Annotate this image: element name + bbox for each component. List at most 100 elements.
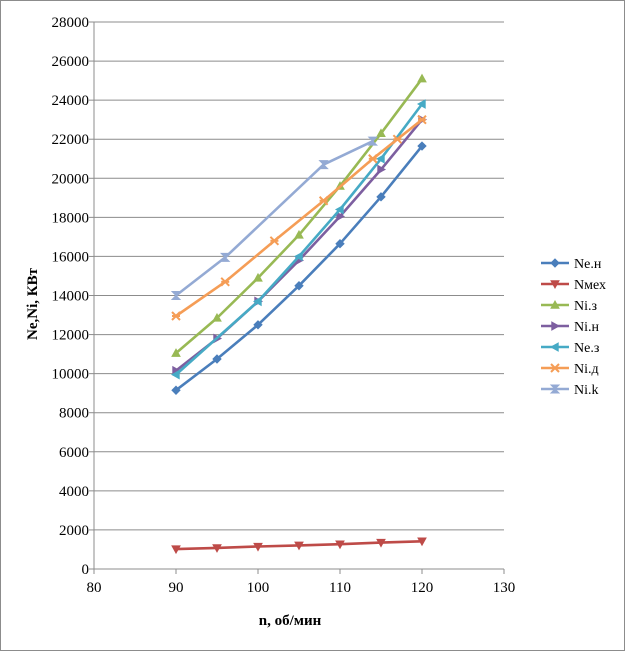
data-point bbox=[376, 538, 386, 548]
y-tick-label: 20000 bbox=[52, 171, 90, 187]
x-tick-label: 90 bbox=[169, 580, 184, 596]
data-point bbox=[220, 277, 230, 287]
legend-label: Ni.д bbox=[574, 362, 599, 377]
data-point bbox=[212, 312, 222, 322]
series-lines bbox=[170, 73, 428, 555]
data-point bbox=[170, 369, 180, 380]
legend-marker bbox=[550, 280, 560, 290]
y-tick-label: 6000 bbox=[59, 445, 89, 461]
legend-label: Ne.н bbox=[574, 257, 602, 272]
series-4 bbox=[172, 114, 428, 376]
gridlines bbox=[94, 21, 504, 531]
data-point bbox=[416, 99, 426, 109]
legend: Ne.н Nмех Ni.з Ni.н Ne.з Ni.д Ni.k bbox=[541, 257, 606, 398]
data-point bbox=[377, 164, 387, 175]
y-tick-label: 16000 bbox=[52, 249, 90, 265]
data-point bbox=[417, 141, 427, 151]
y-tick-label: 26000 bbox=[52, 54, 90, 70]
legend-item: Nмех bbox=[541, 278, 606, 293]
x-tick-label: 80 bbox=[87, 580, 102, 596]
y-tick-label: 28000 bbox=[52, 15, 90, 31]
data-point bbox=[219, 252, 231, 262]
y-tick-label: 12000 bbox=[52, 328, 90, 344]
series-1 bbox=[171, 141, 427, 395]
legend-item: Ne.н bbox=[541, 257, 602, 272]
y-tick-label: 22000 bbox=[52, 132, 90, 148]
x-axis-title: n, об/мин bbox=[259, 613, 322, 629]
series-line bbox=[174, 77, 424, 355]
x-tick-label: 130 bbox=[493, 580, 516, 596]
legend-label: Ni.н bbox=[574, 320, 600, 335]
y-tick-label: 18000 bbox=[52, 210, 90, 226]
data-point bbox=[294, 229, 304, 239]
data-point bbox=[392, 134, 403, 144]
data-point bbox=[375, 153, 385, 164]
x-tick-label: 110 bbox=[329, 580, 351, 596]
legend-item: Ni.н bbox=[541, 320, 600, 335]
legend-marker bbox=[551, 321, 561, 331]
legend-label: Ne.з bbox=[574, 341, 600, 356]
legend-item: Ne.з bbox=[541, 341, 600, 356]
data-point bbox=[368, 154, 378, 164]
data-point bbox=[376, 128, 386, 138]
data-point bbox=[336, 211, 346, 222]
series-7 bbox=[170, 136, 379, 300]
series-line bbox=[174, 102, 424, 376]
legend-label: Ni.з bbox=[574, 299, 598, 314]
data-point bbox=[293, 251, 303, 262]
data-point bbox=[171, 311, 181, 321]
tick-labels: 0 2000 4000 6000 8000 10000 12000 14000 16000 180… bbox=[52, 15, 516, 596]
data-point bbox=[335, 540, 345, 550]
series-2 bbox=[171, 537, 427, 555]
legend-marker bbox=[550, 299, 560, 309]
legend-marker bbox=[550, 363, 560, 373]
legend-label: Ni.k bbox=[574, 383, 599, 398]
y-tick-label: 14000 bbox=[52, 289, 90, 305]
data-point bbox=[212, 544, 222, 553]
y-tick-label: 10000 bbox=[52, 367, 90, 383]
y-tick-label: 24000 bbox=[52, 93, 90, 109]
x-tick-label: 120 bbox=[411, 580, 434, 596]
series-line bbox=[174, 139, 375, 297]
data-point bbox=[294, 541, 304, 551]
data-point bbox=[171, 348, 181, 357]
data-point bbox=[318, 160, 329, 170]
legend-item: Ni.з bbox=[541, 299, 598, 314]
data-point bbox=[334, 204, 344, 215]
series-5 bbox=[170, 99, 426, 380]
data-point bbox=[252, 296, 262, 307]
series-line bbox=[174, 118, 424, 373]
y-tick-label: 8000 bbox=[59, 406, 89, 422]
data-point bbox=[417, 73, 427, 83]
data-point bbox=[171, 545, 181, 555]
data-point bbox=[253, 320, 263, 330]
data-point bbox=[294, 281, 304, 291]
legend-marker bbox=[550, 258, 560, 268]
data-point bbox=[212, 354, 222, 364]
legend-marker bbox=[549, 384, 561, 394]
data-point bbox=[417, 114, 427, 125]
data-point bbox=[253, 542, 263, 552]
legend-item: Ni.k bbox=[541, 383, 599, 398]
series-6 bbox=[171, 114, 427, 321]
legend-label: Nмех bbox=[574, 278, 606, 293]
y-tick-label: 2000 bbox=[59, 523, 89, 539]
data-point bbox=[367, 136, 379, 146]
data-point bbox=[376, 192, 386, 202]
data-point bbox=[417, 537, 427, 547]
legend-marker bbox=[549, 342, 559, 352]
y-tick-label: 4000 bbox=[59, 484, 89, 500]
data-point bbox=[170, 291, 182, 300]
legend-item: Ni.д bbox=[541, 362, 599, 377]
series-3 bbox=[171, 73, 427, 357]
data-point bbox=[269, 236, 280, 246]
y-axis-title: Ne,Ni, КВт bbox=[25, 267, 41, 340]
data-point bbox=[318, 196, 329, 206]
y-tick-label: 0 bbox=[82, 562, 90, 578]
data-point bbox=[335, 239, 345, 249]
x-tick-label: 100 bbox=[247, 580, 270, 596]
data-point bbox=[171, 385, 181, 395]
data-point bbox=[253, 272, 263, 282]
